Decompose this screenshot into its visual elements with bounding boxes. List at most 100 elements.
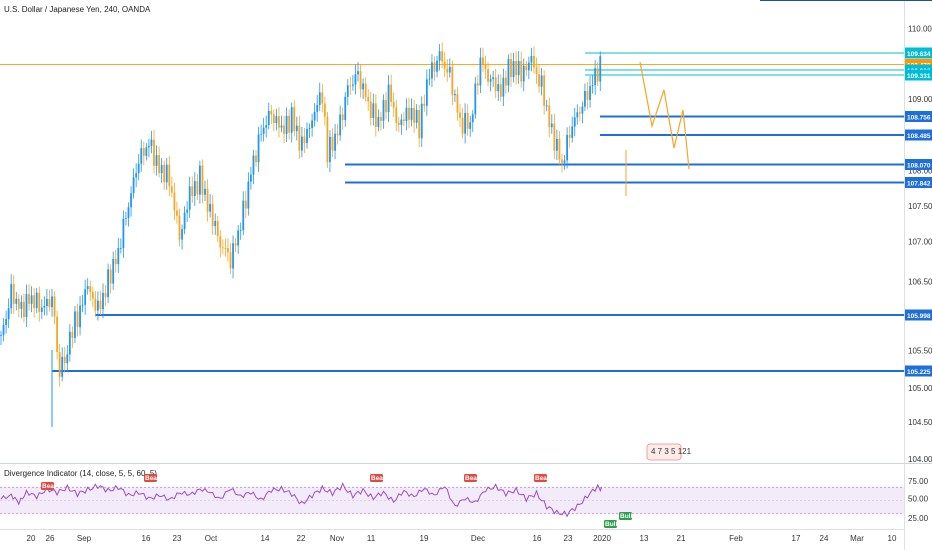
candle-body: [354, 74, 357, 85]
candle-body: [380, 116, 382, 121]
candle-body: [94, 298, 97, 311]
candle-body: [596, 68, 599, 82]
candle-body: [301, 136, 303, 151]
candle-body: [140, 148, 143, 164]
candle-body: [119, 247, 122, 249]
candle-body: [214, 220, 217, 227]
candle-body: [474, 83, 477, 115]
candle-body: [456, 94, 459, 113]
candle-body: [497, 84, 500, 92]
legend-badge-text: 4 7 3 5 121: [651, 447, 692, 456]
candle-body: [329, 136, 331, 163]
candle-body: [142, 148, 145, 156]
candle-body: [288, 115, 291, 133]
candle-body: [267, 110, 270, 126]
candle-body: [308, 127, 311, 129]
candle-body: [234, 243, 237, 246]
candle-body: [278, 116, 280, 128]
candle-body: [125, 218, 127, 219]
divergence-badge: [619, 512, 632, 520]
candle-body: [543, 75, 546, 106]
candle-body: [311, 120, 313, 128]
x-tick-label: 16: [142, 534, 151, 543]
divergence-badge-label: Bear: [535, 475, 550, 482]
candle-body: [420, 103, 423, 139]
candle-body: [114, 259, 117, 265]
candle-body: [382, 100, 385, 121]
candle-body: [586, 90, 589, 100]
candle-body: [387, 84, 390, 113]
candle-body: [561, 159, 563, 163]
candle-body: [86, 286, 89, 290]
indicator-tick-label: 75.00: [908, 477, 929, 486]
candle-body: [204, 188, 206, 195]
x-tick-label: 20: [27, 534, 36, 543]
x-tick-label: 21: [677, 534, 686, 543]
candle-body: [283, 125, 285, 134]
y-tick-label: 105.500: [908, 347, 932, 356]
candle-body: [492, 77, 495, 80]
candle-body: [275, 116, 278, 123]
candle-body: [30, 295, 33, 304]
candle-body: [446, 68, 449, 73]
candle-body: [48, 298, 51, 308]
candle-body: [109, 269, 112, 284]
candle-body: [252, 155, 255, 175]
candle-body: [28, 294, 30, 304]
candle-body: [479, 57, 482, 86]
candle-body: [413, 107, 415, 123]
candle-body: [211, 204, 214, 227]
candle-body: [377, 116, 380, 127]
candle-body: [168, 164, 171, 187]
candle-body: [525, 65, 528, 71]
candle-body: [148, 145, 150, 148]
candle-body: [38, 292, 41, 312]
candle-body: [484, 64, 487, 70]
indicator-tick-label: 25.00: [908, 514, 929, 523]
price-label-text: 108.756: [907, 115, 931, 122]
candle-body: [487, 69, 489, 82]
candle-body: [102, 292, 104, 310]
x-tick-label: Oct: [205, 534, 218, 543]
candle-body: [10, 284, 13, 309]
y-tick-label: 110.000: [908, 25, 932, 34]
candle-body: [403, 119, 405, 122]
candle-body: [494, 77, 497, 92]
candle-body: [158, 155, 160, 174]
x-tick-label: Sep: [77, 534, 92, 543]
candle-body: [199, 165, 201, 195]
candle-body: [186, 209, 189, 213]
candle-body: [221, 247, 224, 249]
candle-body: [410, 107, 413, 120]
x-tick-label: 24: [820, 534, 829, 543]
price-label-bg: [905, 111, 932, 122]
candle-body: [117, 248, 120, 265]
candle-body: [556, 138, 558, 151]
candle-body: [232, 243, 234, 269]
candle-body: [237, 230, 240, 246]
candle-body: [515, 61, 517, 76]
candle-body: [415, 109, 418, 123]
candle-body: [181, 229, 183, 240]
candle-body: [397, 122, 400, 126]
candle-body: [336, 133, 339, 136]
candle-body: [183, 212, 186, 230]
candle-body: [344, 96, 347, 120]
candle-body: [257, 134, 260, 163]
y-tick-label: 106.500: [908, 278, 932, 287]
price-label-text: 105.998: [907, 313, 931, 320]
candle-body: [165, 164, 168, 183]
candle-body: [459, 112, 461, 118]
candle-body: [201, 165, 204, 195]
candle-body: [280, 125, 283, 128]
candle-body: [433, 62, 436, 72]
price-label-text: 108.070: [907, 163, 931, 170]
candle-body: [454, 94, 456, 96]
candle-body: [239, 230, 242, 232]
divergence-badge: [370, 474, 383, 482]
x-tick-label: Dec: [471, 534, 485, 543]
price-label-text: 105.225: [907, 369, 931, 376]
price-label-bg: [905, 177, 932, 188]
candle-body: [97, 300, 99, 311]
